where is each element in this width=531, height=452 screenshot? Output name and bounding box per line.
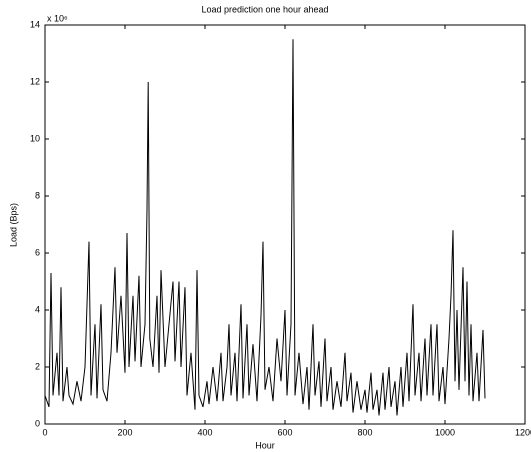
x-tick-label: 400 bbox=[197, 427, 212, 437]
x-axis-label: Hour bbox=[255, 440, 275, 450]
y-tick-label: 6 bbox=[35, 247, 40, 257]
y-axis-label: Load (Bps) bbox=[8, 203, 18, 247]
y-tick-label: 14 bbox=[30, 19, 40, 29]
chart-title: Load prediction one hour ahead bbox=[201, 4, 328, 14]
y-tick-label: 0 bbox=[35, 418, 40, 428]
y-tick-label: 2 bbox=[35, 361, 40, 371]
x-tick-label: 800 bbox=[357, 427, 372, 437]
x-tick-label: 600 bbox=[277, 427, 292, 437]
y-tick-label: 4 bbox=[35, 304, 40, 314]
x-tick-label: 0 bbox=[42, 427, 47, 437]
x-tick-label: 1000 bbox=[435, 427, 455, 437]
line bbox=[44, 39, 486, 416]
y-tick-label: 10 bbox=[30, 133, 40, 143]
x-tick-label: 200 bbox=[117, 427, 132, 437]
y-tick-label: 8 bbox=[35, 190, 40, 200]
plot-frame bbox=[44, 24, 526, 425]
y-multiplier: x 10⁶ bbox=[47, 13, 68, 23]
y-tick-label: 12 bbox=[30, 76, 40, 86]
